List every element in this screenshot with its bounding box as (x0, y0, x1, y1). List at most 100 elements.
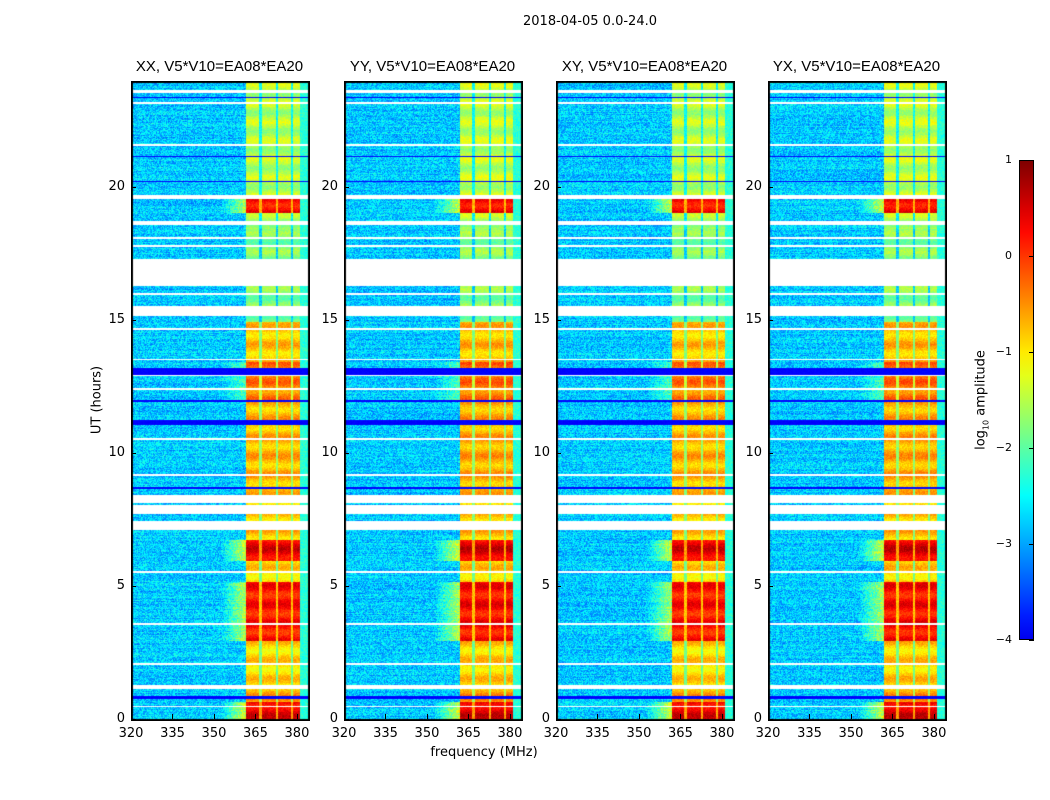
x-tick-mark (213, 714, 215, 719)
colorbar (1019, 160, 1034, 640)
panel-title: YY, V5*V10=EA08*EA20 (349, 58, 516, 75)
y-tick-label: 20 (745, 179, 762, 195)
x-tick-mark (468, 714, 470, 719)
x-tick-label: 380 (709, 726, 735, 741)
colorbar-tick-mark (1029, 448, 1034, 449)
x-tick-mark (509, 714, 511, 719)
figure-title: 2018-04-05 0.0-24.0 (523, 14, 657, 29)
x-tick-label: 320 (118, 726, 144, 741)
y-tick-label: 20 (108, 179, 125, 195)
y-tick-mark (131, 320, 136, 322)
y-tick-label: 20 (533, 179, 550, 195)
y-tick-mark (344, 320, 349, 322)
x-tick-mark (933, 714, 935, 719)
x-tick-label: 365 (880, 726, 905, 741)
y-tick-mark (344, 586, 349, 588)
panel-xy: XY, V5*V10=EA08*EA20 320 335 350 365 380 0 5 10… (533, 58, 735, 741)
colorbar-tick-label: −3 (995, 537, 1012, 550)
x-tick-mark (385, 714, 387, 719)
x-tick-label: 350 (201, 726, 227, 741)
x-tick-label: 380 (921, 726, 947, 741)
y-tick-mark (344, 187, 349, 189)
y-tick-mark (556, 187, 561, 189)
colorbar-tick-mark (1029, 352, 1034, 353)
x-tick-mark (597, 714, 599, 719)
y-tick-label: 5 (753, 578, 762, 594)
y-tick-label: 10 (108, 445, 125, 461)
y-tick-label: 15 (745, 312, 762, 328)
x-tick-mark (344, 714, 345, 719)
x-tick-mark (809, 714, 811, 719)
x-tick-label: 365 (243, 726, 268, 741)
y-tick-label: 5 (116, 578, 125, 594)
x-tick-mark (638, 714, 640, 719)
x-tick-label: 335 (373, 726, 398, 741)
y-tick-label: 5 (329, 578, 338, 594)
y-tick-mark (344, 719, 349, 720)
colorbar-tick-label: −2 (995, 441, 1012, 454)
y-tick-label: 5 (541, 578, 550, 594)
x-tick-label: 365 (456, 726, 481, 741)
y-tick-label: 10 (533, 445, 550, 461)
x-tick-label: 350 (838, 726, 864, 741)
panel-yx: YX, V5*V10=EA08*EA20 320 335 350 365 380 0 5 10… (745, 58, 947, 741)
panel-title: XX, V5*V10=EA08*EA20 (135, 58, 304, 75)
y-tick-mark (768, 719, 773, 720)
y-tick-label: 15 (321, 312, 338, 328)
x-tick-label: 350 (626, 726, 652, 741)
y-tick-mark (131, 187, 136, 189)
colorbar-tick-mark (1029, 640, 1034, 641)
y-tick-label: 15 (108, 312, 125, 328)
x-tick-label: 320 (543, 726, 569, 741)
x-axis-label: frequency (MHz) (430, 745, 538, 760)
spectrogram-heatmap (556, 81, 735, 721)
y-tick-label: 10 (745, 445, 762, 461)
x-tick-label: 320 (755, 726, 781, 741)
y-axis-label: UT (hours) (89, 365, 105, 435)
spectrogram-heatmap (344, 81, 523, 721)
x-tick-mark (255, 714, 257, 719)
colorbar-tick-mark (1029, 544, 1034, 545)
x-tick-mark (426, 714, 428, 719)
y-tick-mark (768, 187, 773, 189)
y-tick-mark (344, 453, 349, 455)
x-tick-mark (892, 714, 894, 719)
y-tick-mark (768, 586, 773, 588)
y-tick-mark (131, 586, 136, 588)
y-tick-mark (556, 586, 561, 588)
colorbar-tick-label: 1 (1005, 153, 1012, 166)
x-tick-label: 335 (160, 726, 185, 741)
y-tick-mark (768, 320, 773, 322)
y-tick-mark (131, 453, 136, 455)
x-tick-label: 350 (414, 726, 440, 741)
x-tick-label: 335 (797, 726, 822, 741)
spectrogram-heatmap (131, 81, 310, 721)
x-tick-mark (680, 714, 682, 719)
panel-xx: XX, V5*V10=EA08*EA20 320 335 350 365 380 0 5 10… (108, 58, 310, 741)
x-tick-mark (296, 714, 298, 719)
y-tick-label: 20 (321, 179, 338, 195)
x-tick-label: 335 (585, 726, 610, 741)
colorbar-tick-label: −4 (995, 633, 1012, 646)
colorbar-label: log10 amplitude (973, 350, 991, 450)
y-tick-mark (131, 719, 136, 720)
x-tick-label: 380 (497, 726, 523, 741)
colorbar-tick-label: −1 (995, 345, 1012, 358)
x-tick-label: 320 (331, 726, 357, 741)
y-tick-mark (556, 719, 561, 720)
y-tick-mark (556, 320, 561, 322)
x-tick-mark (556, 714, 557, 719)
y-tick-label: 0 (541, 711, 550, 726)
spectrogram-heatmap (768, 81, 947, 721)
x-tick-mark (172, 714, 174, 719)
x-tick-mark (721, 714, 723, 719)
colorbar-tick-label: 0 (1005, 249, 1012, 262)
panel-title: YX, V5*V10=EA08*EA20 (772, 58, 941, 75)
panel-title: XY, V5*V10=EA08*EA20 (561, 58, 728, 75)
panel-yy: YY, V5*V10=EA08*EA20 320 335 350 365 380 0 5 10… (321, 58, 523, 741)
colorbar-tick-mark (1029, 256, 1034, 257)
colorbar-tick-mark (1029, 160, 1034, 161)
y-tick-label: 15 (533, 312, 550, 328)
x-tick-mark (850, 714, 852, 719)
